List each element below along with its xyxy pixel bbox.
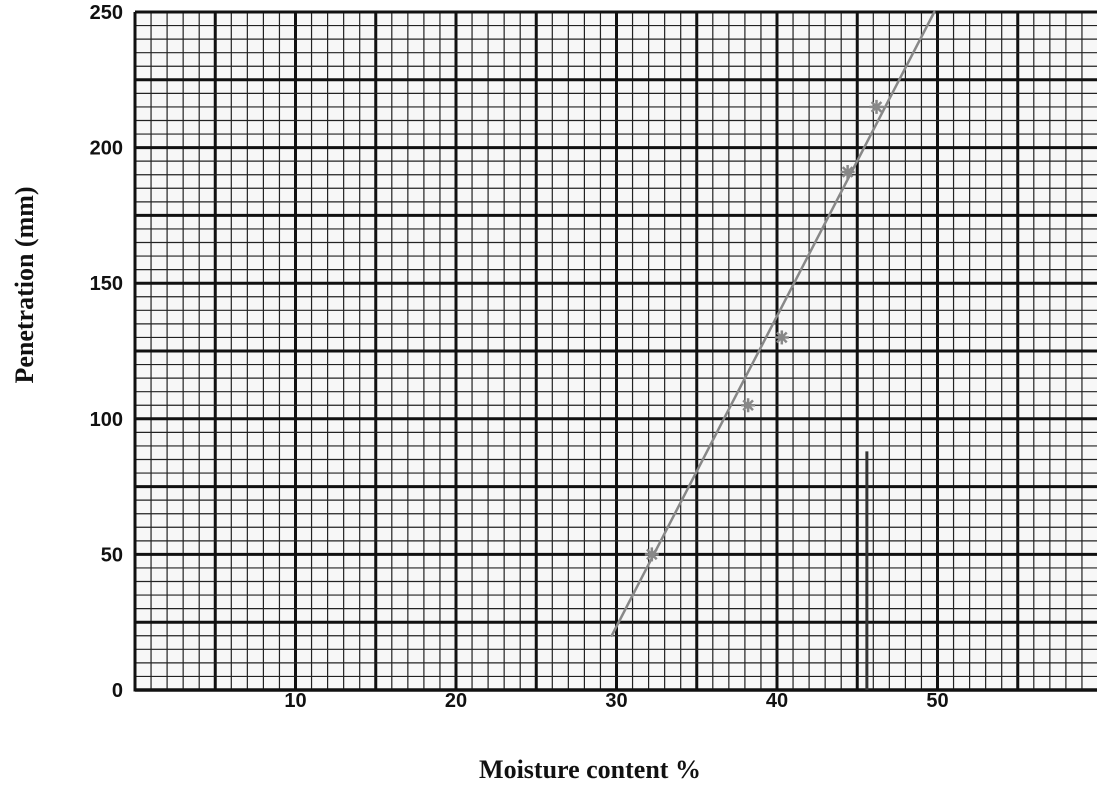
series-layer bbox=[610, 10, 936, 690]
x-tick-label: 30 bbox=[605, 690, 627, 712]
data-point bbox=[774, 330, 789, 345]
data-point-stroke bbox=[776, 331, 788, 344]
grid bbox=[133, 10, 1097, 692]
data-point-stroke bbox=[742, 399, 754, 412]
data-point bbox=[741, 398, 756, 413]
best-fit-line bbox=[610, 10, 936, 638]
x-tick-label: 10 bbox=[284, 690, 306, 712]
tick-labels: 0 50 100 150 200 250 10 20 30 40 50 bbox=[90, 2, 949, 712]
y-tick-label: 150 bbox=[90, 273, 123, 295]
x-tick-label: 20 bbox=[445, 690, 467, 712]
data-point-stroke bbox=[870, 101, 883, 113]
y-tick-label: 0 bbox=[112, 680, 123, 702]
x-axis-label: Moisture content % bbox=[479, 755, 701, 784]
x-tick-label: 40 bbox=[766, 690, 788, 712]
y-tick-label: 100 bbox=[90, 409, 123, 431]
y-axis-label: Penetration (mm) bbox=[10, 186, 39, 383]
data-point-stroke bbox=[841, 166, 854, 178]
y-tick-label: 50 bbox=[101, 544, 123, 566]
data-point bbox=[869, 99, 884, 114]
x-tick-label: 50 bbox=[926, 690, 948, 712]
y-tick-label: 200 bbox=[90, 138, 123, 160]
y-tick-label: 250 bbox=[90, 2, 123, 24]
